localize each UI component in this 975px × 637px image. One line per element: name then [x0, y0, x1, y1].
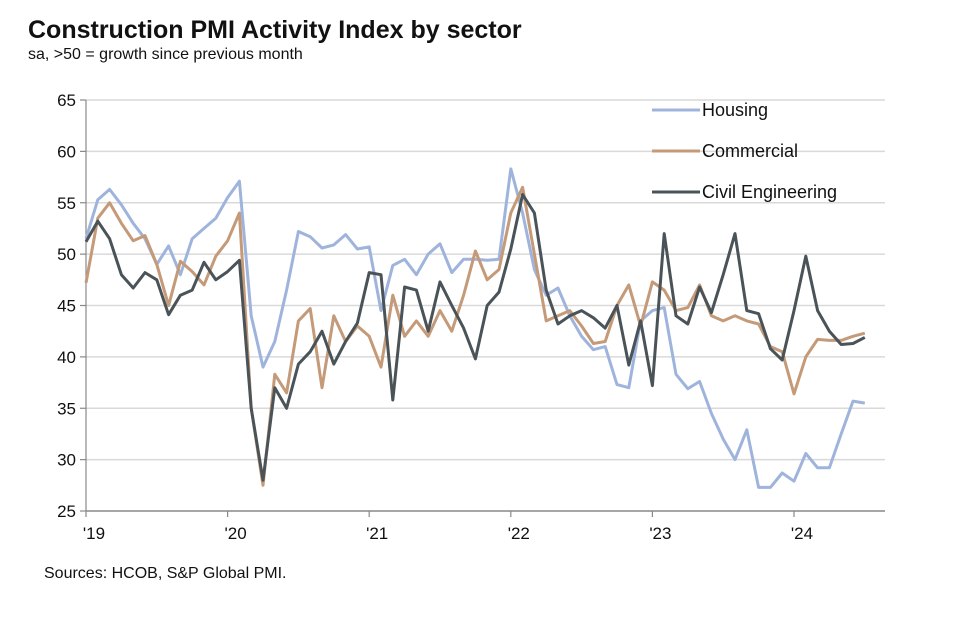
series-line-housing — [84, 167, 866, 489]
chart-subtitle: sa, >50 = growth since previous month — [28, 46, 303, 63]
x-tick-label: '23 — [649, 524, 671, 543]
y-tick-label: 45 — [57, 297, 76, 316]
x-tick-label: '24 — [791, 524, 813, 543]
legend-label: Civil Engineering — [702, 182, 837, 202]
x-tick-label: '21 — [366, 524, 388, 543]
x-tick-label: '22 — [508, 524, 530, 543]
chart-title: Construction PMI Activity Index by secto… — [28, 16, 522, 44]
series-line-civil-engineering — [84, 193, 866, 482]
y-tick-label: 50 — [57, 245, 76, 264]
chart-source: Sources: HCOB, S&P Global PMI. — [44, 565, 287, 582]
y-tick-label: 40 — [57, 348, 76, 367]
x-tick-label: '19 — [83, 524, 105, 543]
legend-label: Commercial — [702, 141, 798, 161]
x-tick-label: '20 — [225, 524, 247, 543]
y-tick-label: 65 — [57, 91, 76, 110]
y-tick-label: 30 — [57, 451, 76, 470]
y-tick-label: 25 — [57, 502, 76, 521]
y-tick-label: 60 — [57, 142, 76, 161]
y-tick-label: 35 — [57, 399, 76, 418]
y-tick-label: 55 — [57, 194, 76, 213]
legend-label: Housing — [702, 100, 768, 120]
series-line-commercial — [84, 185, 866, 487]
